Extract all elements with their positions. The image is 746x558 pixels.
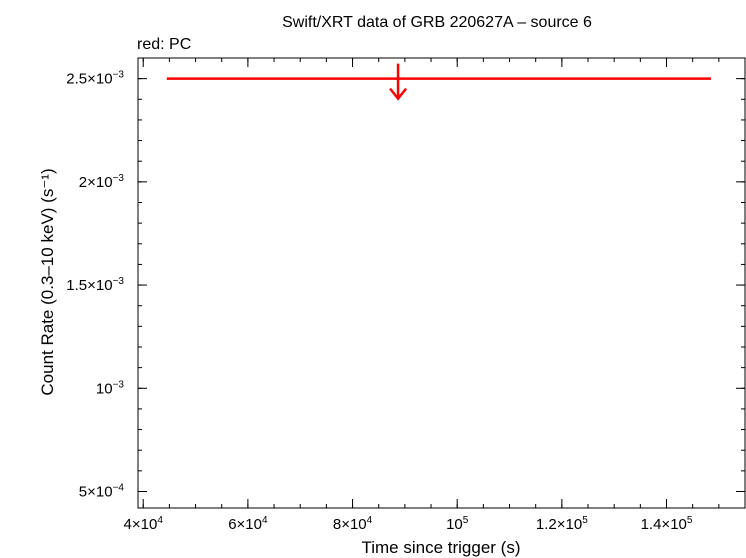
x-tick-labels: 4×104 6×104 8×104 105 1.2×105 1.4×105 — [124, 515, 693, 533]
upper-limit-arrowhead — [389, 87, 408, 101]
y-axis-label: Count Rate (0.3–10 keV) (s⁻¹) — [38, 168, 57, 395]
chart-subtitle: red: PC — [137, 36, 191, 53]
y-tick-label: 1.5×10−3 — [66, 276, 124, 294]
y-tick-label: 5×10−4 — [79, 482, 125, 500]
x-tick-label: 1.2×105 — [536, 515, 588, 533]
x-tick-label: 8×104 — [333, 515, 373, 533]
y-tick-label: 2.5×10−3 — [66, 70, 124, 88]
plot-frame — [137, 57, 746, 509]
chart-title: Swift/XRT data of GRB 220627A – source 6 — [282, 14, 592, 31]
axes — [137, 57, 746, 509]
x-tick-label: 105 — [446, 515, 469, 533]
y-tick-label: 2×10−3 — [79, 173, 125, 191]
x-tick-label: 6×104 — [228, 515, 268, 533]
x-tick-label: 1.4×105 — [641, 515, 693, 533]
y-tick-labels: 5×10−4 10−3 1.5×10−3 2×10−3 2.5×10−3 — [66, 70, 124, 501]
data-marks — [166, 63, 711, 101]
x-tick-label: 4×104 — [124, 515, 164, 533]
y-tick-label: 10−3 — [96, 379, 125, 397]
x-axis-label: Time since trigger (s) — [361, 538, 520, 557]
